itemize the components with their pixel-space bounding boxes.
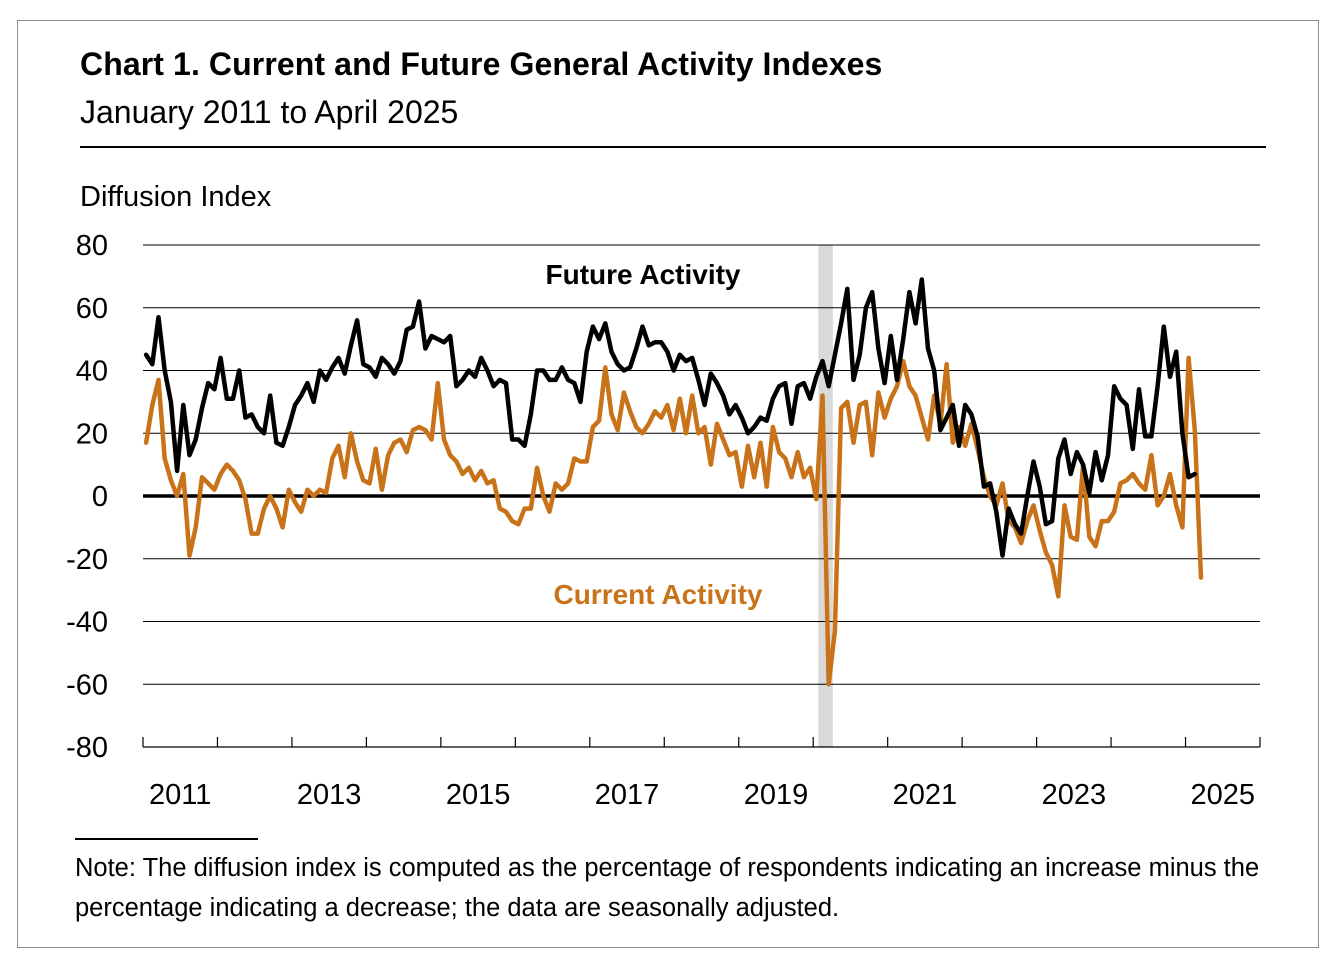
chart-frame: [17, 20, 1319, 948]
series-lines: [143, 277, 1204, 687]
x-tick-label: 2017: [595, 779, 660, 811]
x-tick-labels: 2011 2013 2015 2017 2019 2021 2023 2025: [149, 779, 1255, 811]
x-tick-label: 2013: [297, 779, 362, 811]
y-tick-labels: 80 60 40 20 0 -20 -40 -60 -80: [66, 230, 108, 764]
y-tick-label: -80: [66, 732, 108, 764]
y-tick-label: -20: [66, 544, 108, 576]
future-activity-label: Future Activity: [546, 259, 741, 290]
series-labels: Future Activity Current Activity: [546, 259, 763, 610]
y-tick-label: 60: [76, 293, 108, 325]
chart-title: Chart 1. Current and Future General Acti…: [80, 46, 883, 82]
y-tick-label: 0: [92, 481, 108, 513]
y-tick-label: -60: [66, 669, 108, 701]
current-activity-label: Current Activity: [553, 579, 762, 610]
y-axis-label: Diffusion Index: [80, 181, 272, 213]
y-tick-label: -40: [66, 607, 108, 639]
x-tick-label: 2011: [149, 779, 211, 811]
note-divider: [75, 838, 258, 840]
y-tick-label: 20: [76, 418, 108, 450]
chart-note: Note: The diffusion index is computed as…: [75, 854, 1260, 922]
y-tick-label: 40: [76, 356, 108, 388]
x-axis: [142, 737, 1261, 748]
x-tick-label: 2015: [446, 779, 511, 811]
x-tick-label: 2025: [1191, 779, 1256, 811]
chart-subtitle: January 2011 to April 2025: [80, 94, 459, 130]
x-tick-label: 2021: [893, 779, 958, 811]
gridlines: [143, 244, 1260, 685]
title-divider: [80, 146, 1266, 148]
future-activity-line: [143, 277, 1198, 558]
x-tick-label: 2019: [744, 779, 809, 811]
current-activity-line: [143, 355, 1204, 687]
y-tick-label: 80: [76, 230, 108, 262]
x-tick-label: 2023: [1042, 779, 1107, 811]
